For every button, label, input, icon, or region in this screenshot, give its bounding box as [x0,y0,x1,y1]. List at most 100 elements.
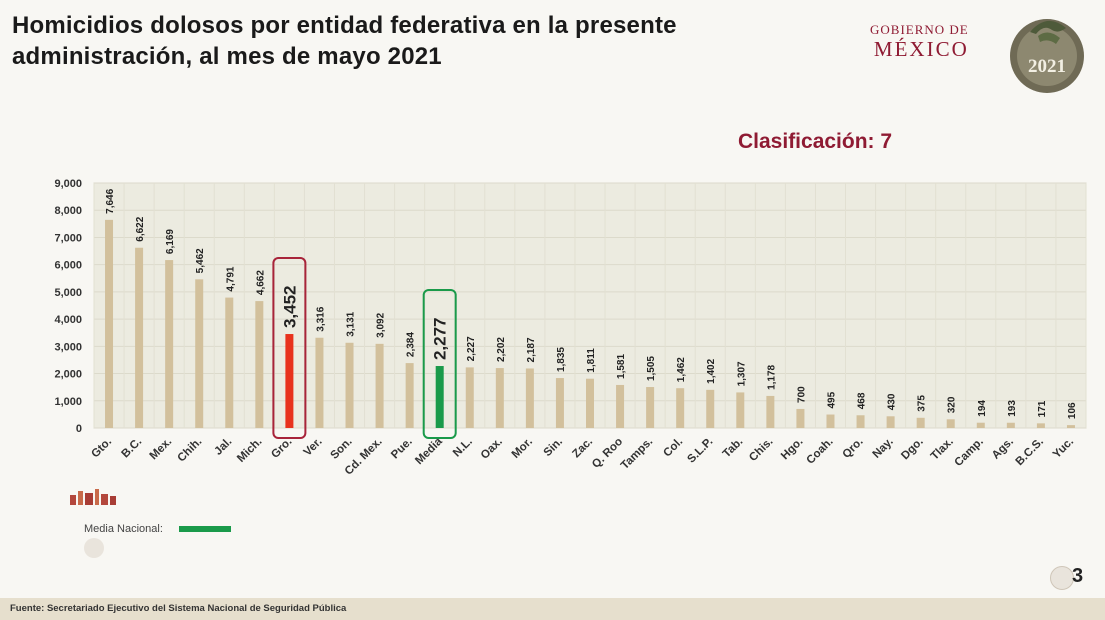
bar-sin [555,378,564,428]
y-tick-label: 6,000 [54,260,82,272]
y-tick-label: 9,000 [54,178,82,190]
value-label: 320 [947,396,958,413]
x-tick-label: Col. [661,436,685,460]
y-tick-label: 3,000 [54,341,82,353]
x-tick-label: Ver. [302,436,325,459]
classification-label: Clasificación: 7 [738,130,893,153]
x-tick-label: S.L.P. [685,436,715,466]
bar-qro [856,415,865,428]
highlight-box [272,257,307,440]
x-tick-label: Chis. [747,436,775,464]
x-tick-label: Pue. [389,436,415,462]
value-label: 3,092 [376,312,387,337]
x-tick-label: Tab. [721,436,746,461]
bar-camp [976,422,985,428]
bar-coah [826,414,835,428]
y-tick-label: 2,000 [54,369,82,381]
x-tick-label: Gto. [89,436,114,461]
legend-swatch-media [178,526,231,532]
x-tick-label: Dgo. [899,436,926,463]
y-tick-label: 7,000 [54,232,82,244]
x-tick-label: Mich. [235,436,264,465]
x-tick-label: Mor. [510,436,535,461]
value-label: 4,662 [255,270,266,295]
value-label: 106 [1067,402,1078,419]
bar-bcs [1036,423,1045,428]
value-label: 171 [1037,400,1048,417]
value-label: 1,307 [736,361,747,386]
bar-zac [586,378,594,428]
seal-year: 2021 [1028,56,1066,77]
x-tick-label: Coah. [805,436,836,467]
value-label: 1,462 [676,357,687,382]
x-tick-label: Camp. [953,436,986,469]
bar-col [676,388,685,428]
bar-cdmex [375,343,384,428]
bar-mor [525,368,534,428]
bar-bc [135,247,144,428]
value-label: 1,505 [646,356,657,381]
bar-tab [736,392,745,428]
value-label: 6,169 [165,229,176,254]
y-tick-label: 0 [76,423,82,435]
bar-tamps [646,387,655,428]
y-tick-label: 5,000 [54,287,82,299]
footer-emblem-icon [1050,566,1074,590]
value-label: 375 [917,395,928,412]
town-illustration-icon [70,489,116,505]
x-tick-label: N.L. [451,436,475,460]
x-tick-label: Tlax. [929,436,956,463]
bar-nl [465,367,474,428]
y-tick-label: 1,000 [54,396,82,408]
x-tick-label: Jal. [212,436,234,458]
bar-gto [105,219,114,428]
page-title: Homicidios dolosos por entidad federativ… [12,12,677,70]
bar-ags [1006,422,1015,428]
bar-tlax [946,419,955,428]
x-tick-label: Chih. [176,436,205,465]
bar-slp [706,389,715,428]
x-tick-label: Yuc. [1051,436,1076,461]
value-label: 3,131 [346,311,357,336]
value-label: 2,202 [496,337,507,362]
bar-gro [285,334,294,428]
legend-label: Media Nacional: [84,523,163,535]
x-tick-label: Mex. [148,436,175,463]
value-label: 5,462 [195,248,206,273]
value-label: 700 [796,386,807,403]
x-tick-label: Nay. [871,436,896,461]
x-tick-label: Ags. [990,436,1016,462]
bar-yuc [1066,425,1075,428]
value-label: 1,811 [586,348,597,373]
value-label: 2,227 [466,336,477,361]
value-label: 194 [977,400,988,417]
bar-chart: 0 1,000 2,000 3,000 4,000 5,000 6,000 7,000 8,00… [54,178,1087,478]
value-label: 1,581 [616,353,627,378]
value-label: 7,646 [105,188,116,213]
value-label: 1,835 [556,347,567,372]
value-label: 495 [826,391,837,408]
x-tick-label: Media [413,435,445,467]
media-box [422,289,457,439]
value-label: 2,277 [431,317,450,360]
bar-mex [165,260,174,428]
x-tick-label: Hgo. [779,436,806,463]
decorative-circle [84,538,104,558]
value-label: 468 [857,392,868,409]
value-label: 2,384 [406,332,417,357]
bar-chis [766,395,775,428]
bar-media [435,366,444,428]
gov-logo-line1: GOBIERNO DE [870,22,969,37]
value-label: 1,178 [766,364,777,389]
x-tick-label: Qro. [840,436,865,461]
bar-nay [886,416,895,428]
page-number: 3 [1072,565,1084,587]
bar-ver [315,337,324,428]
value-label: 4,791 [225,266,236,291]
value-label: 430 [887,393,898,410]
x-tick-label: Sin. [542,436,565,459]
bar-mich [255,301,264,428]
bar-jal [225,297,234,428]
gov-logo-line2: MÉXICO [873,37,969,61]
